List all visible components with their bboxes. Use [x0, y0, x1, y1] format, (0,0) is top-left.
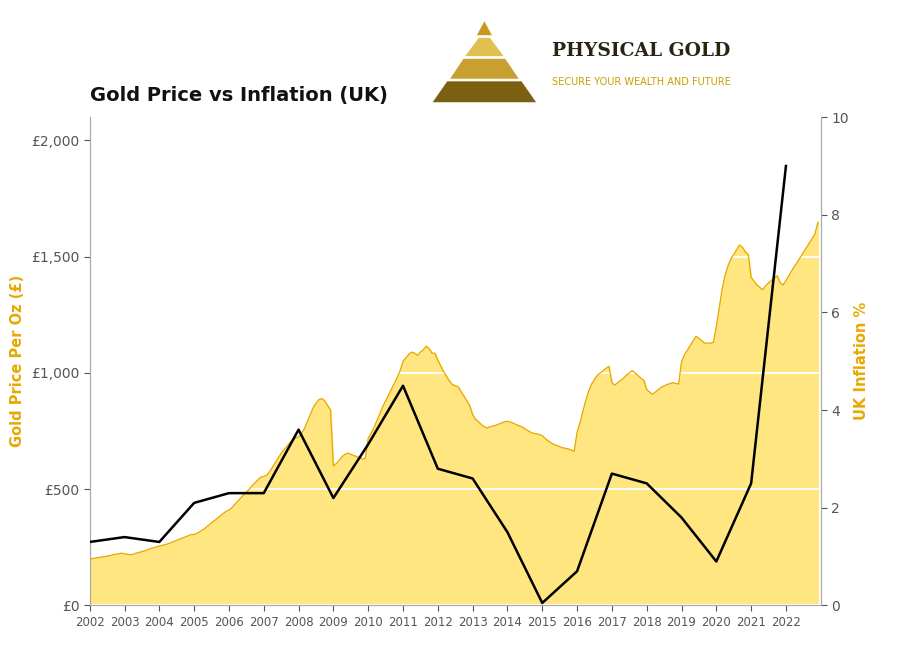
Polygon shape [476, 21, 492, 36]
Y-axis label: UK Inflation %: UK Inflation % [854, 302, 869, 421]
Polygon shape [432, 81, 536, 103]
Polygon shape [465, 38, 504, 57]
Y-axis label: Gold Price Per Oz (£): Gold Price Per Oz (£) [11, 275, 25, 447]
Text: Gold Price vs Inflation (UK): Gold Price vs Inflation (UK) [90, 85, 388, 105]
Text: PHYSICAL GOLD: PHYSICAL GOLD [552, 42, 730, 61]
Polygon shape [449, 59, 519, 79]
Text: SECURE YOUR WEALTH AND FUTURE: SECURE YOUR WEALTH AND FUTURE [552, 77, 730, 87]
